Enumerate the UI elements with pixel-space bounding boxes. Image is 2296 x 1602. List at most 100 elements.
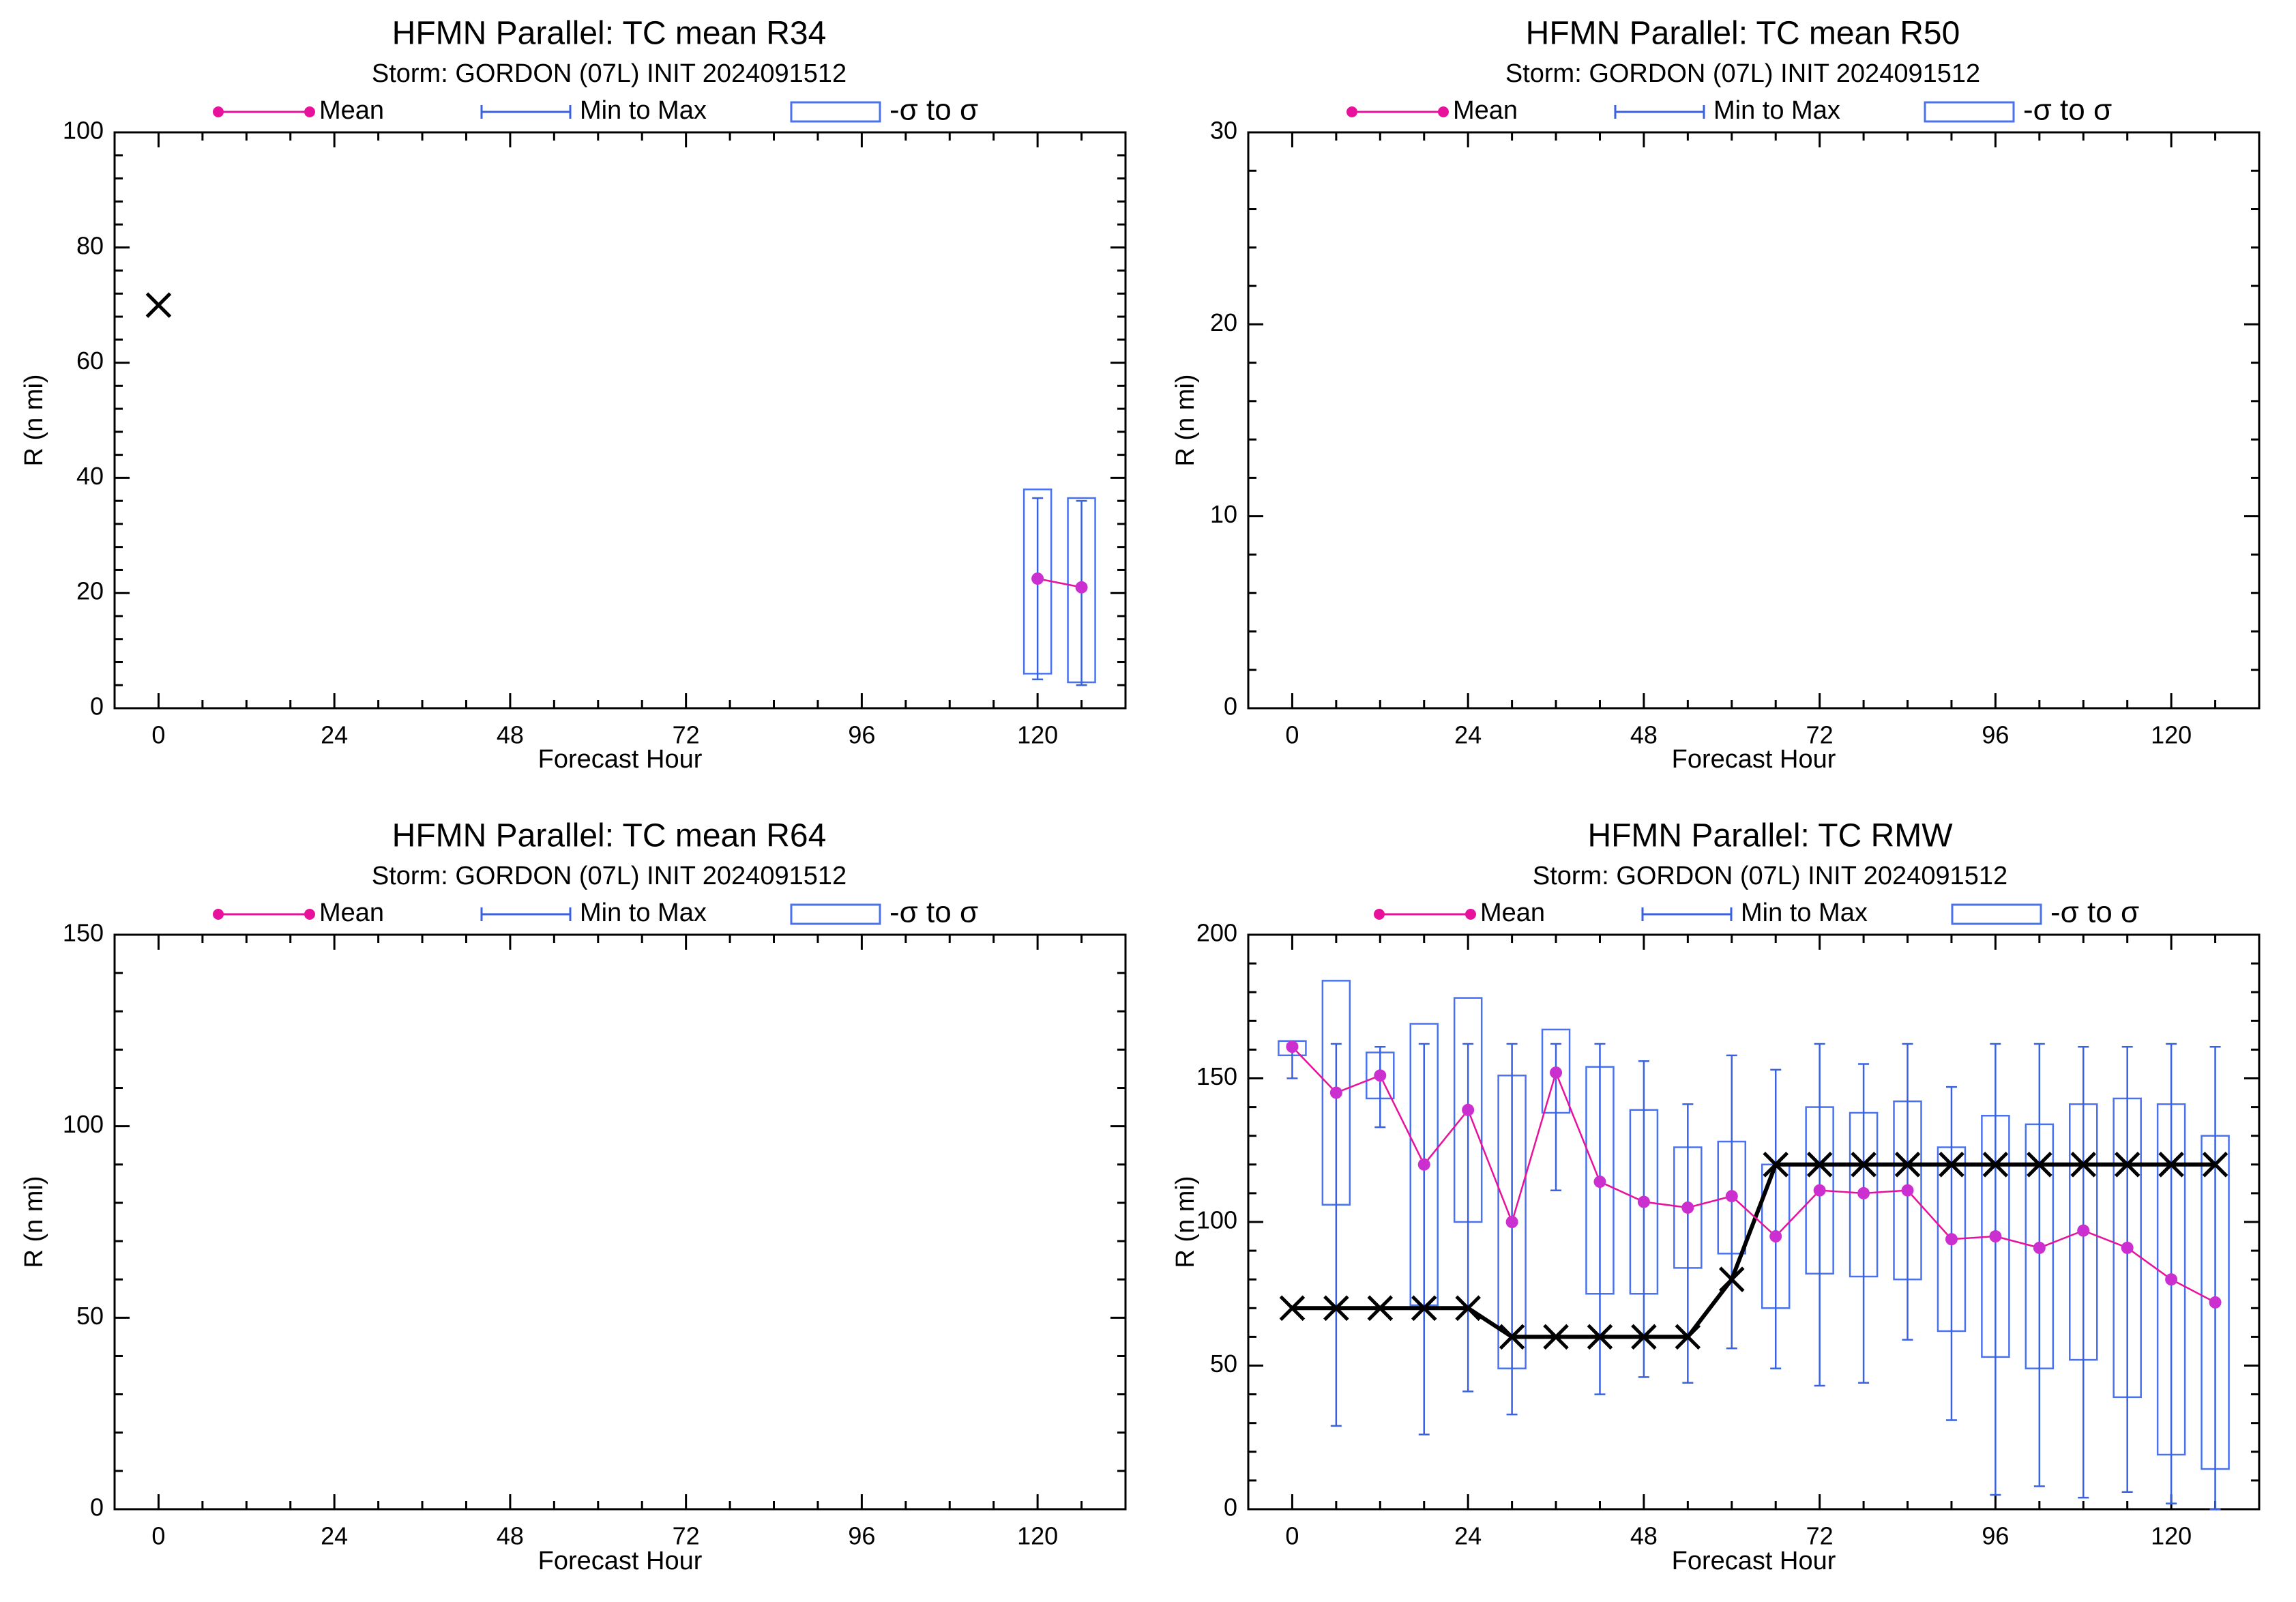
axis-ticks: 0 24 48 72 96 120 0 50 100 150 200 [1196,919,2259,1550]
x-axis-label: Forecast Hour [1672,1547,1836,1575]
observed-x-marker [2070,1152,2097,1178]
x-tick-label: 72 [673,721,700,749]
observed-x-marker [2202,1152,2228,1178]
x-tick-label: 48 [497,1522,524,1550]
chart-subtitle: Storm: GORDON (07L) INIT 2024091512 [372,59,847,88]
legend-mean-marker [1438,106,1449,117]
mean-marker [2033,1241,2046,1254]
legend-sigma-label: -σ to σ [889,93,978,127]
chart-title: HFMN Parallel: TC mean R50 [1526,16,1960,52]
mean-marker [2165,1273,2178,1286]
mean-marker [1857,1186,1870,1199]
legend-minmax-label: Min to Max [580,96,707,125]
chart-panel-3: HFMN Parallel: TC RMW Storm: GORDON (07L)… [1171,818,2261,1575]
mean-series [1286,1040,2222,1309]
x-tick-label: 48 [1630,1522,1658,1550]
mean-marker [1901,1184,1914,1197]
axis-ticks: 0 24 48 72 96 120 0 50 100 150 [63,919,1125,1550]
legend-mean-marker [1374,909,1385,920]
x-tick-label: 120 [2151,1522,2192,1550]
legend-minmax-label: Min to Max [1713,96,1840,125]
legend-sigma-box [1951,903,2042,925]
observed-x-marker [1411,1295,1437,1322]
x-tick-label: 96 [1982,1522,2009,1550]
x-tick-label: 0 [1285,721,1299,749]
x-tick-label: 0 [151,1522,165,1550]
observed-x-marker [1543,1324,1569,1350]
chart-subtitle: Storm: GORDON (07L) INIT 2024091512 [372,862,847,890]
legend-mean-marker [1346,106,1357,117]
mean-marker [2209,1296,2222,1309]
y-axis-label: R (n mi) [1171,374,1200,466]
chart-title: HFMN Parallel: TC mean R64 [392,818,827,854]
observed-x-marker [1455,1295,1481,1322]
y-tick-label: 60 [76,347,104,375]
mean-marker [1031,572,1044,585]
mean-line [1291,1046,2216,1303]
observed-x-marker [1982,1152,2009,1178]
plot-frame [113,131,1127,710]
y-tick-label: 10 [1210,500,1237,528]
legend-minmax-label: Min to Max [1741,899,1868,927]
y-tick-label: 100 [63,117,104,145]
mean-marker [1286,1040,1299,1053]
observed-series [1279,1152,2228,1350]
mean-line [1037,577,1082,588]
mean-marker [1813,1184,1826,1197]
mean-marker [1769,1230,1782,1243]
legend-mean-marker [304,106,315,117]
mean-marker [1374,1069,1387,1082]
legend-mean-marker [213,106,224,117]
y-tick-label: 50 [76,1302,104,1330]
legend-sigma-box [790,101,881,123]
x-tick-label: 96 [848,1522,875,1550]
observed-x-marker [2158,1152,2184,1178]
y-tick-label: 40 [76,462,104,490]
x-tick-label: 96 [848,721,875,749]
chart-title: HFMN Parallel: TC mean R34 [392,16,827,52]
y-tick-label: 80 [76,231,104,259]
mean-marker [2121,1241,2134,1254]
legend-mean-label: Mean [319,899,384,927]
x-tick-label: 0 [151,721,165,749]
mean-marker [1505,1216,1518,1228]
observed-x-marker [2114,1152,2140,1178]
axis-ticks: 0 24 48 72 96 120 0 10 20 30 [1210,117,2259,749]
mean-marker [1681,1201,1694,1214]
y-tick-label: 20 [76,577,104,605]
legend-mean-label: Mean [319,96,384,125]
x-tick-label: 48 [1630,721,1658,749]
x-tick-label: 72 [673,1522,700,1550]
x-tick-label: 24 [1454,1522,1482,1550]
mean-series [1031,572,1088,594]
x-tick-label: 24 [1454,721,1482,749]
observed-x-marker [1675,1324,1701,1350]
chart-panel-1: HFMN Parallel: TC mean R50 Storm: GORDON … [1171,16,2261,774]
mean-marker [1637,1195,1650,1208]
mean-marker [1329,1086,1342,1099]
observed-x-marker [1587,1324,1613,1350]
legend-mean-marker [304,909,315,920]
chart-subtitle: Storm: GORDON (07L) INIT 2024091512 [1533,862,2007,890]
observed-x-marker [1367,1295,1394,1322]
y-tick-label: 100 [1196,1206,1237,1234]
x-tick-label: 24 [321,1522,348,1550]
legend: Mean Min to Max -σ to σ [213,93,978,127]
legend-sigma-box [1924,101,2015,123]
observed-series [145,292,172,318]
mean-marker [1075,581,1088,594]
observed-x-marker [1631,1324,1657,1350]
y-tick-label: 150 [63,919,104,947]
legend: Mean Min to Max -σ to σ [1346,93,2112,127]
chart-panel-0: HFMN Parallel: TC mean R34 Storm: GORDON … [20,16,1127,774]
y-axis-label: R (n mi) [1171,1176,1200,1268]
legend-mean-label: Mean [1453,96,1518,125]
mean-marker [1989,1230,2002,1243]
legend-sigma-label: -σ to σ [2050,896,2139,929]
x-tick-label: 120 [2151,721,2192,749]
y-tick-label: 0 [90,693,104,720]
minmax-whiskers [1286,1043,2221,1511]
chart-subtitle: Storm: GORDON (07L) INIT 2024091512 [1505,59,1980,88]
y-tick-label: 150 [1196,1062,1237,1090]
